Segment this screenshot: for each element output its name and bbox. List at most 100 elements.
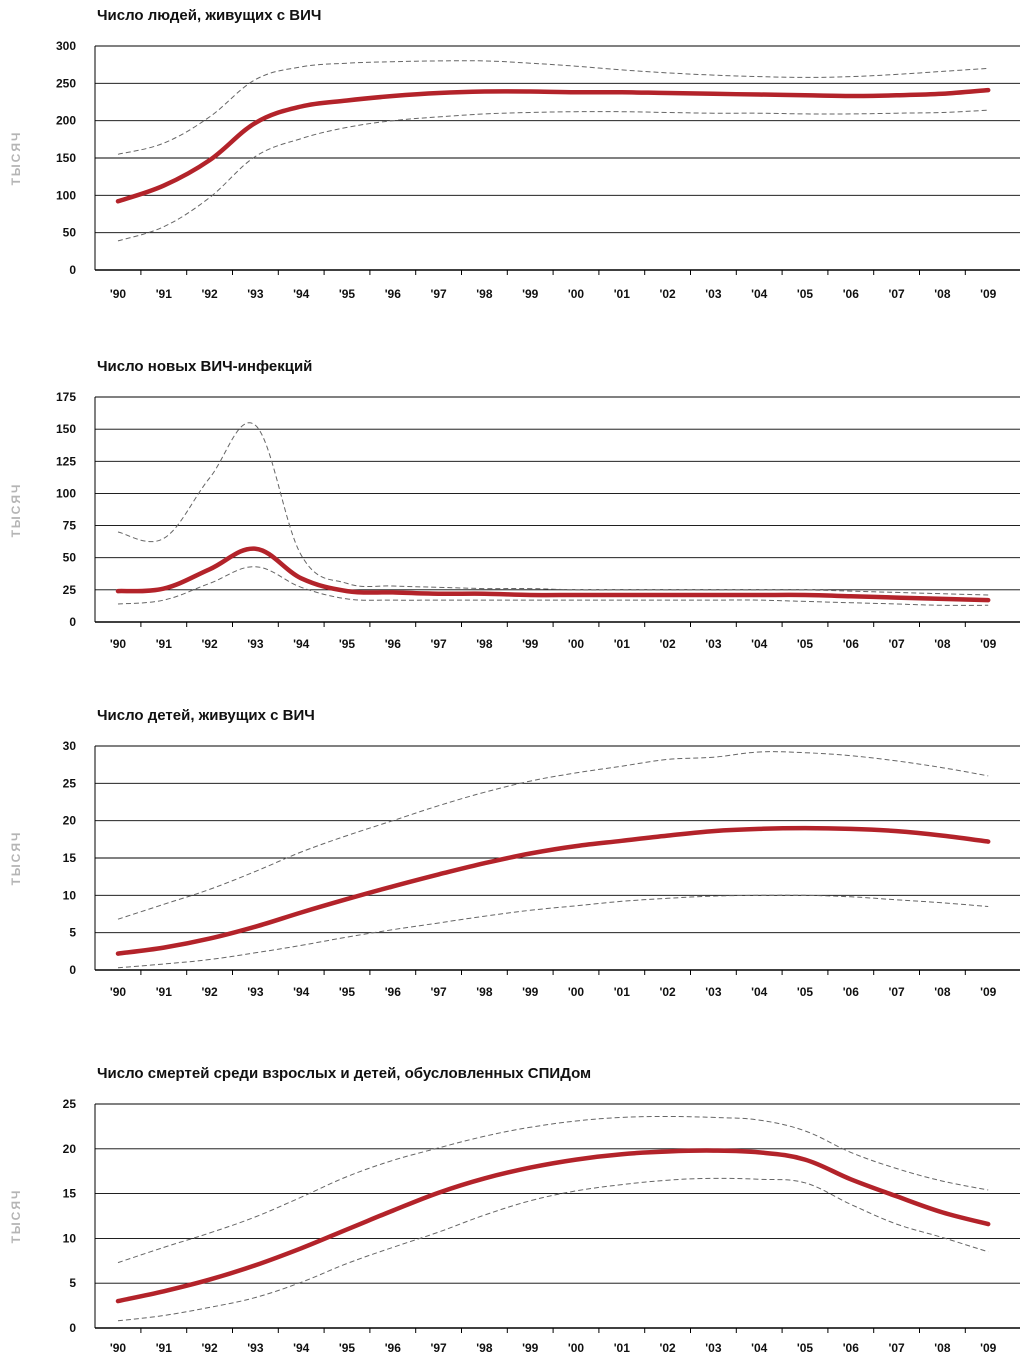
chart-title: Число смертей среди взрослых и детей, об… <box>97 1065 592 1082</box>
x-tick-label: '07 <box>888 637 905 651</box>
x-tick-label: '95 <box>339 1341 356 1355</box>
x-tick-label: '94 <box>293 637 310 651</box>
x-tick-label: '93 <box>247 637 264 651</box>
y-tick-label: 0 <box>69 1321 76 1335</box>
lower-bound-line <box>117 1177 989 1322</box>
x-tick-label: '95 <box>339 637 356 651</box>
x-tick-label: '99 <box>522 287 539 301</box>
x-tick-label: '98 <box>476 985 493 999</box>
x-tick-label: '04 <box>751 985 768 999</box>
y-tick-label: 0 <box>69 963 76 977</box>
y-tick-label: 10 <box>63 888 77 902</box>
y-tick-label: 100 <box>56 188 76 202</box>
x-tick-label: '94 <box>293 287 310 301</box>
x-tick-label: '99 <box>522 1341 539 1355</box>
x-tick-label: '97 <box>430 985 447 999</box>
x-tick-label: '96 <box>385 637 402 651</box>
y-tick-label: 50 <box>63 226 77 240</box>
x-tick-label: '92 <box>201 1341 218 1355</box>
chart-title: Число новых ВИЧ-инфекций <box>97 358 313 375</box>
estimate-line <box>115 825 991 956</box>
x-tick-label: '03 <box>705 287 722 301</box>
x-tick-label: '05 <box>797 985 814 999</box>
x-tick-label: '01 <box>614 1341 631 1355</box>
x-tick-label: '08 <box>934 637 951 651</box>
estimate-line <box>115 1148 991 1304</box>
y-tick-label: 100 <box>56 486 76 500</box>
x-tick-label: '93 <box>247 985 264 999</box>
chart-aids-deaths: 0 5 10 15 20 25 '90 '91 '92 '93 '94 '95 '96 '97 '98 '99… <box>9 1097 1020 1355</box>
x-tick-label: '04 <box>751 1341 768 1355</box>
lower-bound-line <box>117 566 989 606</box>
x-tick-label: '98 <box>476 287 493 301</box>
y-tick-label: 25 <box>63 1097 77 1111</box>
x-tick-label: '94 <box>293 985 310 999</box>
x-tick-label: '99 <box>522 637 539 651</box>
y-axis-label: ТЫСЯЧ <box>9 831 23 886</box>
x-tick-label: '95 <box>339 287 356 301</box>
x-tick-label: '00 <box>568 637 585 651</box>
upper-bound-line <box>117 1115 989 1264</box>
x-tick-label: '91 <box>156 637 173 651</box>
y-tick-label: 175 <box>56 390 76 404</box>
y-tick-label: 25 <box>63 583 77 597</box>
x-tick-label: '90 <box>110 985 127 999</box>
x-tick-label: '03 <box>705 637 722 651</box>
x-tick-label: '01 <box>614 637 631 651</box>
chart-title: Число людей, живущих с ВИЧ <box>97 7 322 24</box>
x-tick-label: '94 <box>293 1341 310 1355</box>
y-tick-label: 50 <box>63 551 77 565</box>
x-tick-label: '06 <box>843 287 860 301</box>
x-tick-label: '06 <box>843 1341 860 1355</box>
y-tick-label: 20 <box>63 814 77 828</box>
x-tick-label: '09 <box>980 287 997 301</box>
x-tick-label: '00 <box>568 985 585 999</box>
chart-panel-children-living: Число детей, живущих с ВИЧ 0 5 10 15 20 25 30 '… <box>0 690 1022 1020</box>
y-tick-label: 200 <box>56 114 76 128</box>
x-tick-label: '91 <box>156 287 173 301</box>
x-tick-label: '09 <box>980 1341 997 1355</box>
y-tick-label: 20 <box>63 1142 77 1156</box>
chart-panel-people-living: Число людей, живущих с ВИЧ 0 50 100 150 200 2… <box>0 0 1022 320</box>
x-tick-label: '00 <box>568 287 585 301</box>
y-axis-label: ТЫСЯЧ <box>9 483 23 538</box>
x-tick-label: '05 <box>797 287 814 301</box>
x-tick-label: '05 <box>797 1341 814 1355</box>
y-tick-label: 30 <box>63 739 77 753</box>
x-tick-label: '90 <box>110 287 127 301</box>
y-tick-label: 250 <box>56 76 76 90</box>
x-tick-label: '04 <box>751 287 768 301</box>
y-tick-label: 75 <box>63 519 77 533</box>
x-tick-label: '99 <box>522 985 539 999</box>
x-tick-label: '93 <box>247 287 264 301</box>
x-tick-label: '09 <box>980 637 997 651</box>
x-tick-label: '07 <box>888 1341 905 1355</box>
y-tick-label: 0 <box>69 263 76 277</box>
x-tick-label: '03 <box>705 985 722 999</box>
x-tick-label: '00 <box>568 1341 585 1355</box>
x-tick-label: '98 <box>476 637 493 651</box>
y-tick-label: 10 <box>63 1231 77 1245</box>
chart-new-infections: 0 25 50 75 100 125 150 175 '90 '91 '92 '93 '94 '95 '96… <box>9 390 1020 651</box>
x-tick-label: '92 <box>201 985 218 999</box>
x-tick-label: '06 <box>843 985 860 999</box>
x-tick-label: '96 <box>385 287 402 301</box>
x-tick-label: '91 <box>156 985 173 999</box>
y-tick-label: 300 <box>56 39 76 53</box>
upper-bound-line <box>117 422 989 596</box>
x-tick-label: '06 <box>843 637 860 651</box>
x-tick-label: '01 <box>614 985 631 999</box>
x-tick-label: '98 <box>476 1341 493 1355</box>
upper-bound-line <box>117 60 989 155</box>
x-tick-label: '01 <box>614 287 631 301</box>
estimate-line <box>115 87 991 204</box>
chart-panel-aids-deaths: Число смертей среди взрослых и детей, об… <box>0 1050 1022 1360</box>
lower-bound-line <box>117 109 989 242</box>
chart-people-living: 0 50 100 150 200 250 300 '90 '91 '92 '93 '94 '95 '96 '… <box>9 39 1020 301</box>
x-tick-label: '08 <box>934 287 951 301</box>
y-axis-label: ТЫСЯЧ <box>9 131 23 186</box>
x-tick-label: '90 <box>110 1341 127 1355</box>
y-tick-label: 5 <box>69 926 76 940</box>
x-tick-label: '02 <box>659 985 676 999</box>
x-tick-label: '05 <box>797 637 814 651</box>
